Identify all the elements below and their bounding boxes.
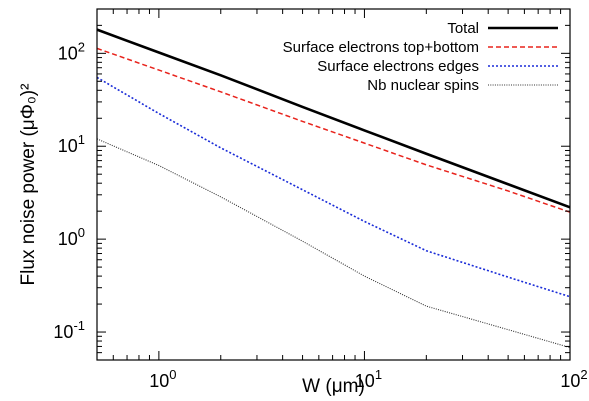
y-tick-label: 100 <box>58 225 85 249</box>
x-tick-label: 100 <box>149 367 176 391</box>
series-line-1 <box>96 28 571 209</box>
legend: Total Surface electrons top+bottom Surface… <box>283 20 558 94</box>
y-tick-label: 10-1 <box>53 318 85 342</box>
legend-label: Surface electrons edges <box>317 58 479 75</box>
legend-label: Surface electrons top+bottom <box>283 39 479 56</box>
y-axis-title: Flux noise power (μΦ₀)² <box>18 84 39 286</box>
legend-label: Total <box>447 20 479 37</box>
plot-frame <box>96 8 571 361</box>
legend-label: Nb nuclear spins <box>367 77 479 94</box>
series-line-4 <box>96 138 571 349</box>
series-line-2 <box>96 47 571 213</box>
x-axis-title: W (μm) <box>302 376 365 397</box>
ticks-layer <box>96 8 571 361</box>
series-line-3 <box>96 76 571 298</box>
y-tick-label: 102 <box>58 39 85 63</box>
y-tick-label: 101 <box>58 132 85 156</box>
tick-label-layer: 100 101 102 10-1 100 101 102 <box>53 39 587 391</box>
x-tick-label: 101 <box>355 367 382 391</box>
series-layer <box>96 28 571 349</box>
x-tick-label: 102 <box>560 367 587 391</box>
